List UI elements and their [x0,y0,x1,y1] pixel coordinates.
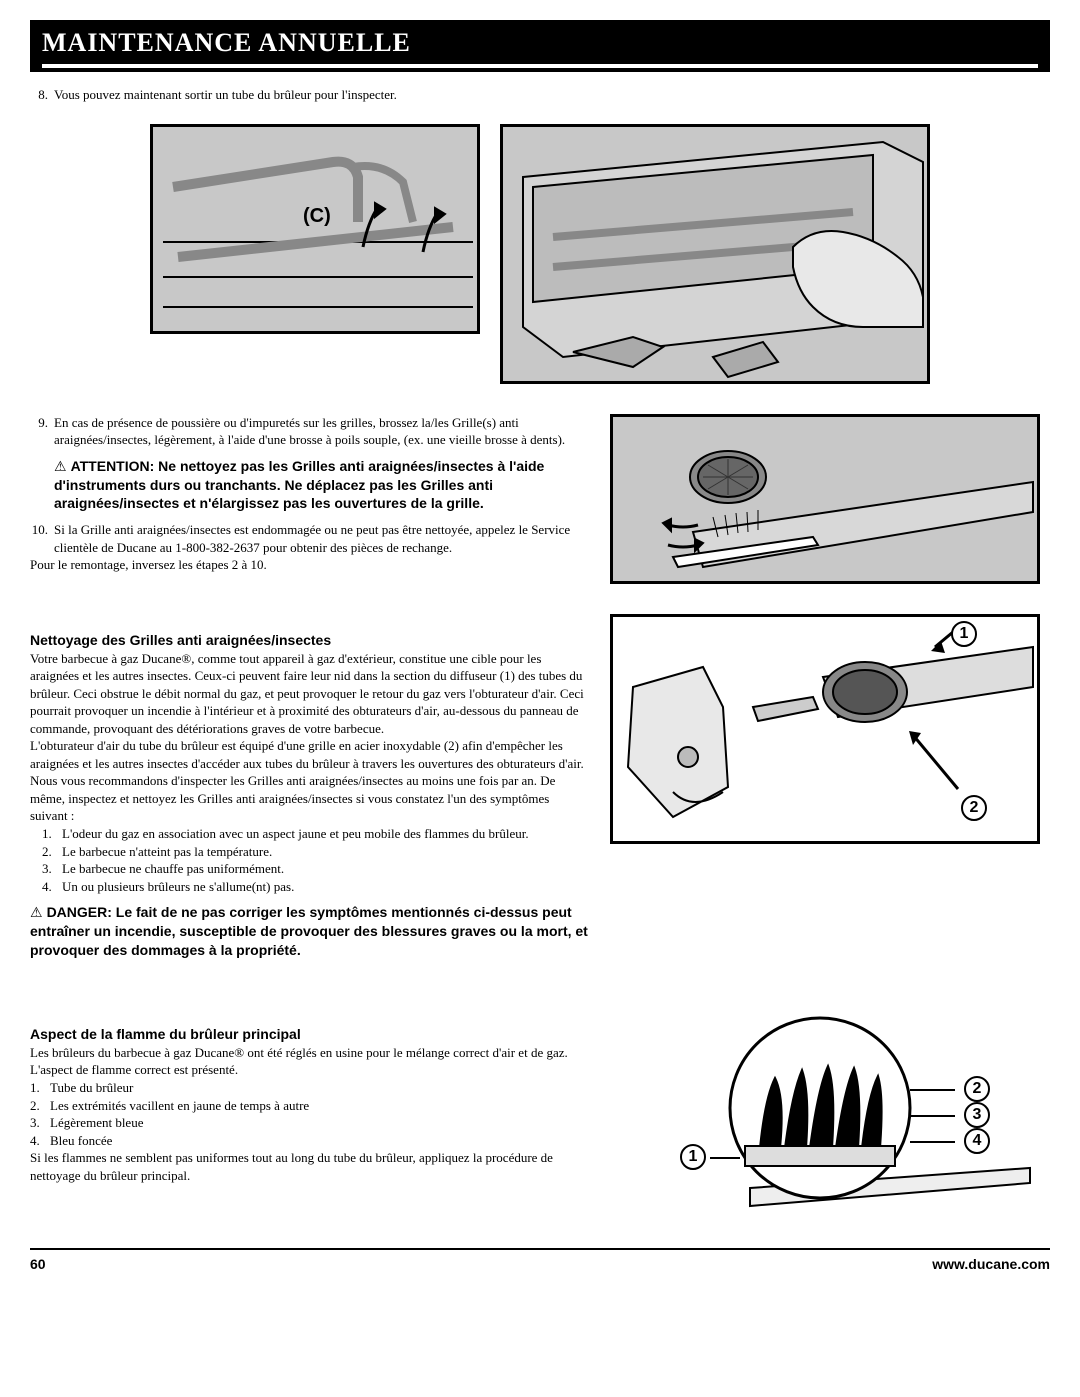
figure-brush [610,414,1040,584]
row-flame: Aspect de la flamme du brûleur principal… [30,1008,1050,1218]
col-fig-shutter: 1 2 [610,614,1050,968]
step-text: En cas de présence de poussière ou d'imp… [54,414,590,449]
list-num: 3. [42,860,62,878]
figure-hand-lift [500,124,930,384]
list-text: Le barbecue ne chauffe pas uniformément. [62,860,590,878]
callout-1: 1 [680,1144,706,1170]
step-10: 10. Si la Grille anti araignées/insectes… [30,521,590,556]
clean-li3: 3. Le barbecue ne chauffe pas uniforméme… [30,860,590,878]
list-text: Bleu foncée [50,1132,590,1150]
page-number: 60 [30,1256,46,1272]
flame-p1: Les brûleurs du barbecue à gaz Ducane® o… [30,1044,590,1079]
figure-burner-tube: (C) [150,124,480,334]
list-text: Légèrement bleue [50,1114,590,1132]
hand-lift-svg [503,127,930,384]
subheading-flame: Aspect de la flamme du brûleur principal [30,1026,590,1042]
attention-warning: ATTENTION: Ne nettoyez pas les Grilles a… [54,457,590,514]
header-underline [42,64,1038,68]
burner-tube-svg: (C) [153,127,480,334]
step-number: 9. [30,414,54,449]
subheading-cleaning: Nettoyage des Grilles anti araignées/ins… [30,632,590,648]
flame-p2: Si les flammes ne semblent pas uniformes… [30,1149,590,1184]
figure-air-shutter: 1 2 [610,614,1040,844]
clean-li1: 1. L'odeur du gaz en association avec un… [30,825,590,843]
step-text: Si la Grille anti araignées/insectes est… [54,521,590,556]
step-number: 8. [30,86,54,104]
list-num: 1. [42,825,62,843]
col-fig-brush [610,414,1050,584]
step-number: 10. [30,521,54,556]
flame-li4: 4. Bleu foncée [30,1132,590,1150]
list-text: Tube du brûleur [50,1079,590,1097]
label-c: (C) [303,205,331,227]
callout-2: 2 [964,1076,990,1102]
callout-2: 2 [961,795,987,821]
flame-li3: 3. Légèrement bleue [30,1114,590,1132]
page-title: MAINTENANCE ANNUELLE [42,28,1038,58]
step-9: 9. En cas de présence de poussière ou d'… [30,414,590,449]
footer-url: www.ducane.com [932,1256,1050,1272]
list-text: L'odeur du gaz en association avec un as… [62,825,590,843]
callout-4: 4 [964,1128,990,1154]
danger-warning: DANGER: Le fait de ne pas corriger les s… [30,903,590,960]
col-cleaning-text: Nettoyage des Grilles anti araignées/ins… [30,614,590,968]
flame-li1: 1. Tube du brûleur [30,1079,590,1097]
page-footer: 60 www.ducane.com [30,1248,1050,1272]
list-num: 4. [30,1132,50,1150]
callout-3: 3 [964,1102,990,1128]
list-num: 1. [30,1079,50,1097]
flame-li2: 2. Les extrémités vacillent en jaune de … [30,1097,590,1115]
clean-p2: L'obturateur d'air du tube du brûleur es… [30,737,590,772]
step-text: Vous pouvez maintenant sortir un tube du… [54,86,1050,104]
col-text-9: 9. En cas de présence de poussière ou d'… [30,414,590,584]
clean-li4: 4. Un ou plusieurs brûleurs ne s'allume(… [30,878,590,896]
header-bar: MAINTENANCE ANNUELLE [30,20,1050,72]
list-num: 3. [30,1114,50,1132]
brush-svg [613,417,1040,584]
step-8: 8. Vous pouvez maintenant sortir un tube… [30,86,1050,104]
col-flame-text: Aspect de la flamme du brûleur principal… [30,1008,590,1218]
reassembly-note: Pour le remontage, inversez les étapes 2… [30,556,590,574]
col-fig-flame: 1 2 3 4 [610,1008,1050,1218]
list-num: 2. [42,843,62,861]
list-text: Les extrémités vacillent en jaune de tem… [50,1097,590,1115]
clean-p1: Votre barbecue à gaz Ducane®, comme tout… [30,650,590,738]
list-num: 4. [42,878,62,896]
callout-1: 1 [951,621,977,647]
list-text: Un ou plusieurs brûleurs ne s'allume(nt)… [62,878,590,896]
row-step9: 9. En cas de présence de poussière ou d'… [30,414,1050,584]
figure-row-1: (C) [30,124,1050,384]
list-text: Le barbecue n'atteint pas la température… [62,843,590,861]
figure-flame: 1 2 3 4 [610,1008,1040,1218]
row-cleaning: Nettoyage des Grilles anti araignées/ins… [30,614,1050,968]
list-num: 2. [30,1097,50,1115]
clean-p3: Nous vous recommandons d'inspecter les G… [30,772,590,825]
clean-li2: 2. Le barbecue n'atteint pas la températ… [30,843,590,861]
